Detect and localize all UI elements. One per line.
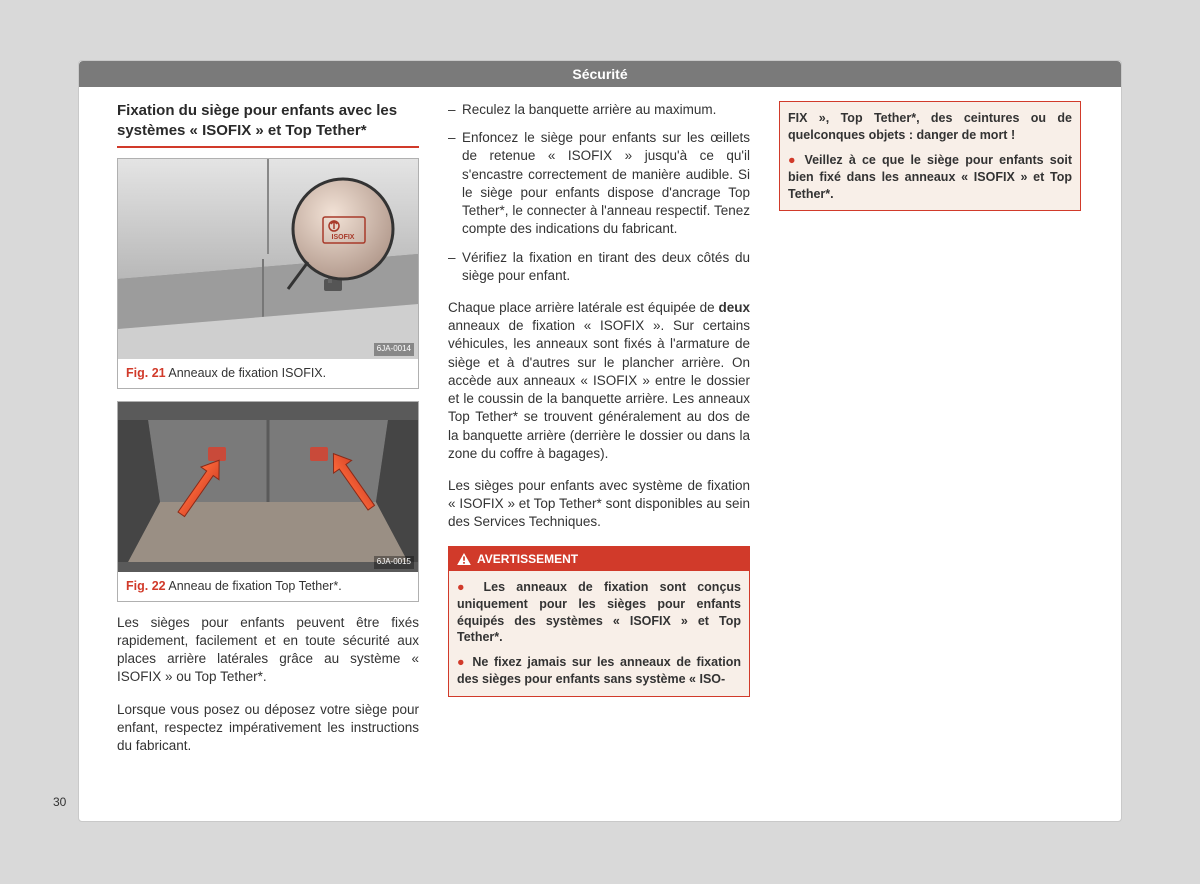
column-3: FIX », Top Tether*, des ceintures ou de … xyxy=(779,101,1081,805)
figure-22-label: Fig. 22 xyxy=(126,579,166,593)
figure-21-caption-text: Anneaux de fixation ISOFIX. xyxy=(168,366,326,380)
column-1: Fixation du siège pour enfants avec les … xyxy=(117,101,419,805)
figure-22-imgtag: 6JA-0015 xyxy=(374,556,414,569)
figure-21-label: Fig. 21 xyxy=(126,366,166,380)
warning-cont-item: FIX », Top Tether*, des ceintures ou de … xyxy=(788,110,1072,144)
figure-22-box: 6JA-0015 Fig. 22 Anneau de fixation Top … xyxy=(117,401,419,602)
instruction-item: Reculez la banquette arrière au maximum. xyxy=(448,101,750,119)
figure-21-box: ISOFIX 6JA-0014 Fig. 21 Anneaux de fixat… xyxy=(117,158,419,389)
warning-cont-item: ● Veillez à ce que le siège pour enfants… xyxy=(788,152,1072,203)
content-columns: Fixation du siège pour enfants avec les … xyxy=(117,101,1083,805)
warning-continuation: FIX », Top Tether*, des ceintures ou de … xyxy=(779,101,1081,211)
instruction-item: Enfoncez le siège pour enfants sur les œ… xyxy=(448,129,750,238)
page-section-header: Sécurité xyxy=(79,61,1121,87)
warning-icon xyxy=(457,553,471,565)
col1-paragraph-1: Les sièges pour enfants peuvent être fix… xyxy=(117,614,419,687)
col1-paragraph-2: Lorsque vous posez ou déposez votre sièg… xyxy=(117,701,419,756)
warning-header: AVERTISSEMENT xyxy=(449,547,749,571)
warning-item: Les anneaux de fixation sont conçus uniq… xyxy=(457,579,741,647)
instruction-list: Reculez la banquette arrière au maximum.… xyxy=(448,101,750,285)
figure-21-imgtag: 6JA-0014 xyxy=(374,343,414,356)
col2-paragraph-2: Les sièges pour enfants avec système de … xyxy=(448,477,750,532)
warning-body: Les anneaux de fixation sont conçus uniq… xyxy=(449,571,749,696)
figure-22-image xyxy=(118,402,418,572)
warning-title: AVERTISSEMENT xyxy=(477,551,578,567)
figure-22-caption-text: Anneau de fixation Top Tether*. xyxy=(168,579,341,593)
isofix-label-in-zoom: ISOFIX xyxy=(332,234,355,241)
instruction-item: Vérifiez la fixation en tirant des deux … xyxy=(448,249,750,285)
manual-page: Sécurité Fixation du siège pour enfants … xyxy=(78,60,1122,822)
section-title: Fixation du siège pour enfants avec les … xyxy=(117,101,419,148)
warning-item: Ne fixez jamais sur les anneaux de fixat… xyxy=(457,654,741,688)
warning-box: AVERTISSEMENT Les anneaux de fixation so… xyxy=(448,546,750,697)
figure-21-image: ISOFIX xyxy=(118,159,418,359)
figure-21-caption: Fig. 21 Anneaux de fixation ISOFIX. xyxy=(118,359,418,388)
col2-paragraph-1: Chaque place arrière latérale est équipé… xyxy=(448,299,750,463)
page-number: 30 xyxy=(53,795,66,809)
column-2: Reculez la banquette arrière au maximum.… xyxy=(448,101,750,805)
figure-22-caption: Fig. 22 Anneau de fixation Top Tether*. xyxy=(118,572,418,601)
